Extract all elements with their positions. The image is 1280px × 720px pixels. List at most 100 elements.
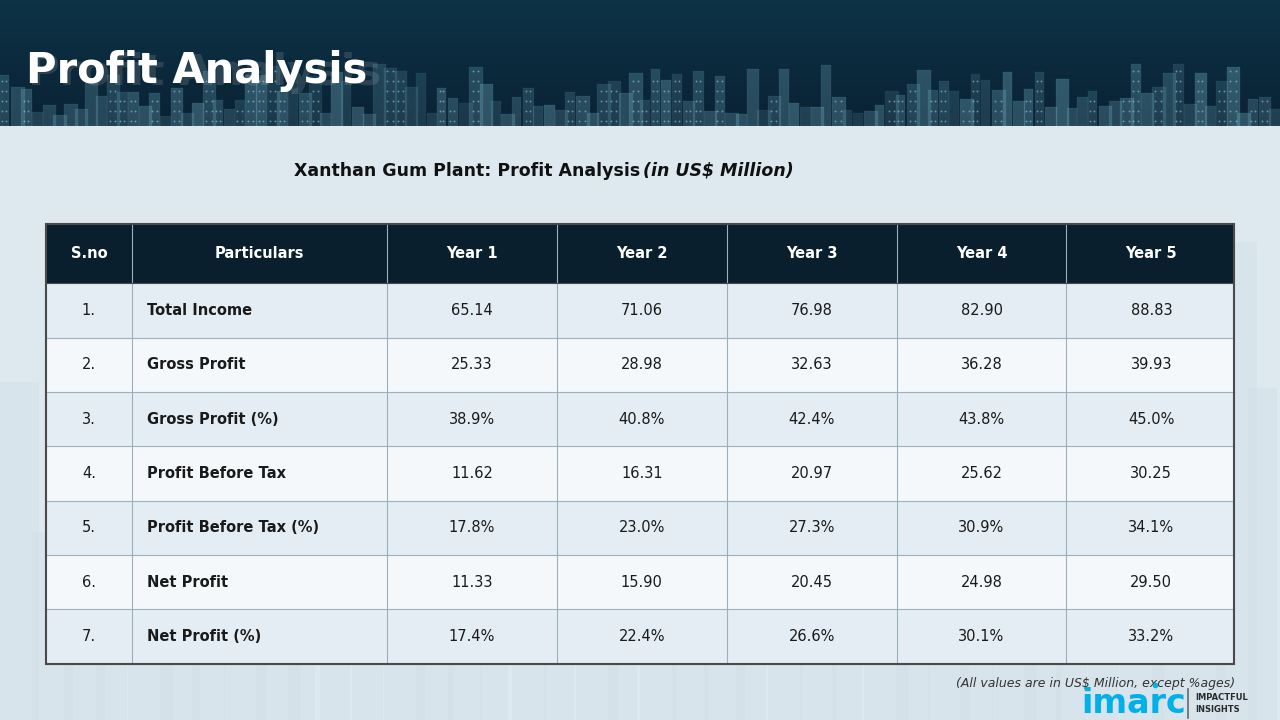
Bar	[0, 23, 1280, 25]
Bar	[758, 109, 772, 126]
Bar	[96, 526, 127, 720]
Bar	[864, 268, 908, 720]
Bar	[150, 94, 160, 126]
Bar	[1216, 242, 1257, 720]
Bar	[0, 0, 1280, 2]
Bar	[214, 99, 223, 126]
Bar	[46, 555, 1234, 609]
Bar	[1162, 73, 1176, 126]
Bar	[288, 276, 315, 720]
Bar	[544, 540, 575, 720]
Bar	[0, 78, 1280, 80]
Bar	[0, 86, 1280, 89]
Text: 16.31: 16.31	[621, 466, 663, 481]
Bar	[768, 96, 781, 126]
Bar	[704, 111, 717, 126]
Bar	[662, 80, 671, 126]
Text: (in US$ Million): (in US$ Million)	[643, 161, 794, 179]
Bar	[1248, 388, 1276, 720]
Bar	[1258, 97, 1271, 126]
Bar	[480, 472, 508, 720]
Bar	[46, 500, 1234, 555]
Bar	[0, 11, 1280, 12]
Text: Gross Profit: Gross Profit	[147, 357, 246, 372]
Bar	[22, 89, 32, 126]
Text: 82.90: 82.90	[960, 303, 1002, 318]
Text: 43.8%: 43.8%	[959, 412, 1005, 427]
Bar	[192, 104, 204, 126]
Bar	[1014, 101, 1025, 126]
Bar	[266, 66, 280, 126]
Bar	[0, 69, 1280, 71]
Bar	[1238, 113, 1252, 126]
Text: 11.62: 11.62	[451, 466, 493, 481]
Bar	[992, 311, 1037, 720]
Bar	[0, 67, 1280, 69]
Bar	[374, 64, 387, 126]
Bar	[0, 73, 1280, 76]
Bar	[0, 53, 1280, 55]
Text: 25.62: 25.62	[960, 466, 1002, 481]
Bar	[534, 106, 543, 126]
Bar	[0, 90, 1280, 92]
Bar	[0, 105, 1280, 107]
Bar	[480, 84, 493, 126]
Bar	[406, 87, 419, 126]
Bar	[0, 19, 1280, 21]
Bar	[160, 116, 172, 126]
Bar	[64, 104, 78, 126]
Bar	[0, 57, 1280, 59]
Bar	[234, 100, 246, 126]
Bar	[874, 104, 884, 126]
Bar	[448, 99, 458, 126]
Bar	[0, 122, 1280, 124]
Bar	[0, 109, 1280, 112]
Text: (All values are in US$ Million, except %ages): (All values are in US$ Million, except %…	[956, 677, 1235, 690]
Bar	[608, 238, 637, 720]
Bar	[0, 113, 1280, 115]
Bar	[330, 72, 343, 126]
Bar	[726, 113, 739, 126]
Bar	[0, 59, 1280, 61]
Bar	[160, 298, 201, 720]
Bar	[46, 446, 1234, 500]
Bar	[0, 44, 1280, 46]
Bar	[384, 469, 425, 720]
Text: 40.8%: 40.8%	[618, 412, 666, 427]
Bar	[810, 107, 824, 126]
Bar	[46, 224, 1234, 284]
Text: Profit Before Tax (%): Profit Before Tax (%)	[147, 521, 319, 535]
Bar	[0, 80, 1280, 82]
Bar	[288, 81, 298, 126]
Bar	[448, 510, 481, 720]
Bar	[128, 91, 138, 126]
Text: Total Income: Total Income	[147, 303, 252, 318]
Bar	[0, 76, 1280, 78]
Bar	[438, 88, 447, 126]
Text: 88.83: 88.83	[1130, 303, 1172, 318]
Bar	[46, 609, 1234, 664]
Bar	[170, 88, 183, 126]
Bar	[0, 117, 1280, 120]
Bar	[1174, 64, 1184, 126]
Bar	[0, 75, 9, 126]
Bar	[0, 82, 1280, 84]
Bar	[1088, 91, 1097, 126]
Bar	[0, 115, 1280, 117]
Text: 17.4%: 17.4%	[449, 629, 495, 644]
Text: 1.: 1.	[82, 303, 96, 318]
Bar	[362, 114, 376, 126]
Bar	[800, 418, 836, 720]
Text: 15.90: 15.90	[621, 575, 663, 590]
Text: 76.98: 76.98	[791, 303, 832, 318]
Bar	[694, 71, 704, 126]
Bar	[1152, 87, 1166, 126]
Bar	[42, 104, 56, 126]
Bar	[1184, 315, 1226, 720]
Bar	[1088, 307, 1120, 720]
Bar	[352, 275, 383, 720]
Bar	[822, 65, 831, 126]
Text: imarc: imarc	[1082, 687, 1187, 720]
Text: 29.50: 29.50	[1130, 575, 1172, 590]
Bar	[1130, 63, 1142, 126]
